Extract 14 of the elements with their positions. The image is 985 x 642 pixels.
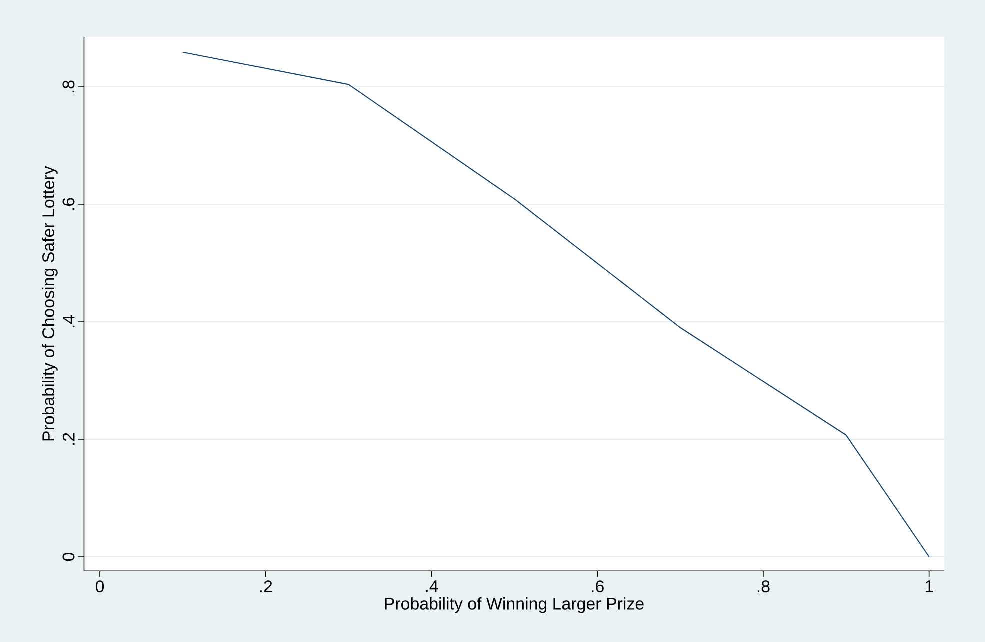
line-series bbox=[182, 52, 930, 558]
x-tick-label: .4 bbox=[426, 580, 438, 592]
y-tick-label: .6 bbox=[62, 198, 75, 210]
x-tick-label: .2 bbox=[260, 580, 272, 592]
x-tick-label: 1 bbox=[926, 580, 934, 592]
y-tick-label: 0 bbox=[62, 552, 75, 562]
y-tick-label: .8 bbox=[62, 80, 75, 93]
x-tick-label: 0 bbox=[96, 580, 104, 593]
y-tick-label: .4 bbox=[63, 315, 75, 328]
y-axis-title: Probability of Choosing Safer Lottery bbox=[42, 166, 58, 441]
x-tick-label: .8 bbox=[758, 580, 770, 593]
x-axis-title: Probability of Winning Larger Prize bbox=[385, 597, 644, 614]
x-tick-label: .6 bbox=[592, 580, 604, 593]
y-tick-label: .2 bbox=[62, 433, 75, 446]
